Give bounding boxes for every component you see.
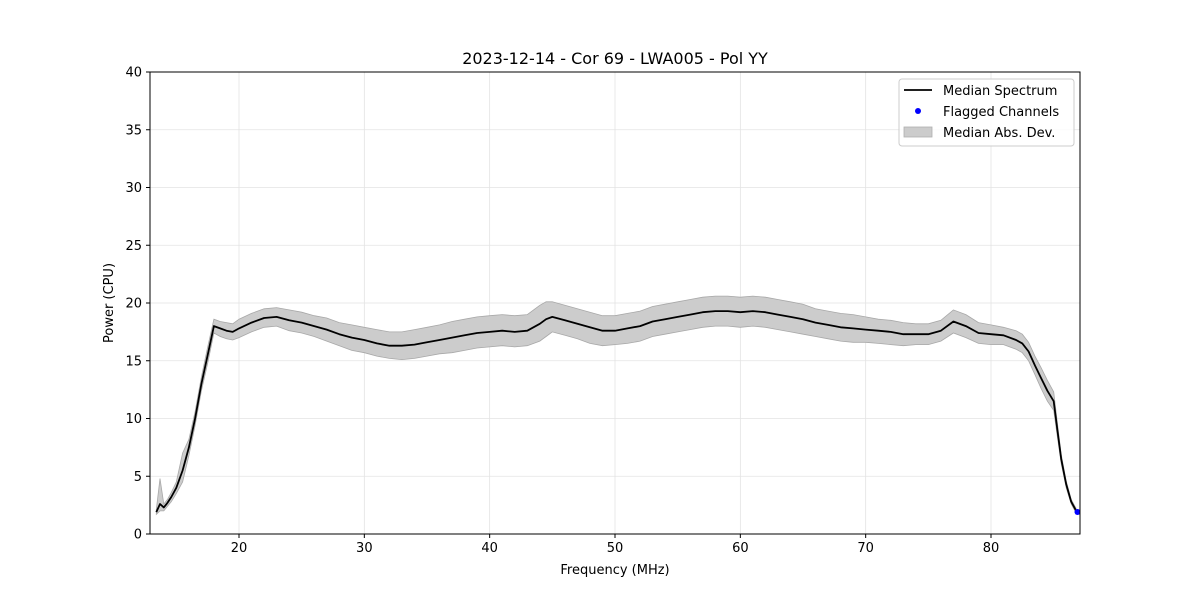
- x-tick-label: 20: [231, 541, 248, 556]
- x-tick-label: 30: [356, 541, 373, 556]
- y-tick-label: 35: [125, 123, 142, 138]
- legend-mad-patch-swatch: [904, 127, 932, 137]
- x-axis-title: Frequency (MHz): [560, 563, 669, 578]
- legend-median-spectrum-label: Median Spectrum: [943, 84, 1057, 99]
- chart-title: 2023-12-14 - Cor 69 - LWA005 - Pol YY: [462, 49, 768, 68]
- x-tick-label: 80: [983, 541, 1000, 556]
- x-tick-label: 70: [857, 541, 874, 556]
- legend-median-abs-dev-label: Median Abs. Dev.: [943, 126, 1055, 141]
- legend: Median Spectrum Flagged Channels Median …: [899, 79, 1074, 146]
- x-tick-label: 60: [732, 541, 749, 556]
- y-tick-label: 25: [125, 239, 142, 254]
- y-tick-label: 15: [125, 354, 142, 369]
- y-axis-title: Power (CPU): [102, 263, 117, 343]
- y-tick-label: 0: [134, 528, 142, 543]
- x-tick-label: 40: [481, 541, 498, 556]
- x-tick-label: 50: [607, 541, 624, 556]
- y-tick-label: 30: [125, 181, 142, 196]
- y-tick-label: 20: [125, 297, 142, 312]
- legend-flagged-channels-label: Flagged Channels: [943, 105, 1059, 120]
- y-tick-label: 10: [125, 412, 142, 427]
- y-tick-label: 5: [134, 470, 142, 485]
- y-tick-label: 40: [125, 66, 142, 81]
- legend-flagged-marker-swatch: [915, 108, 921, 114]
